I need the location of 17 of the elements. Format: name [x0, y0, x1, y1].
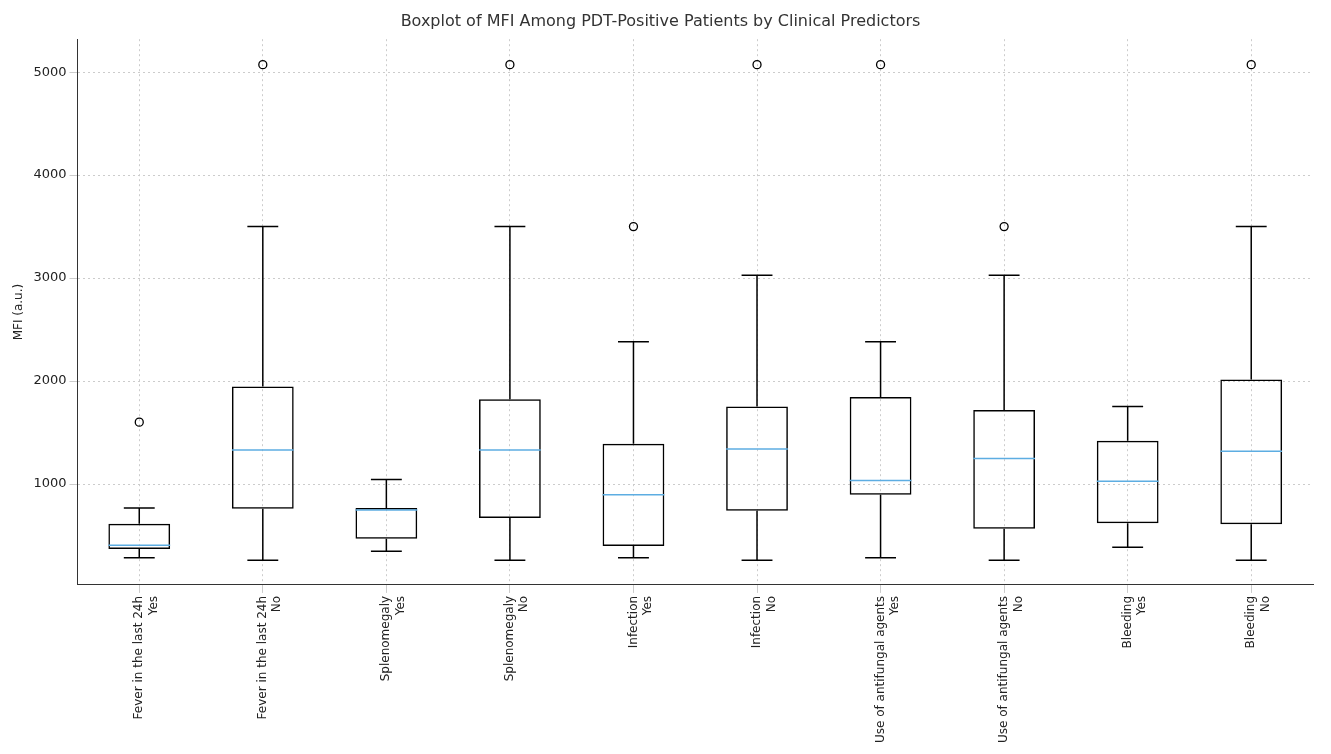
y-tick-label: 1000 [33, 475, 67, 491]
y-tick-label: 3000 [33, 269, 67, 285]
y-tick-label: 5000 [33, 63, 67, 79]
x-tick-label: Infection No [749, 595, 778, 649]
x-tick-label: Use of antifungal agents Yes [872, 595, 902, 744]
x-tick-label: Infection Yes [625, 595, 654, 649]
x-tick-label: Use of antifungal agents No [996, 595, 1025, 744]
x-tick-label: Bleeding Yes [1119, 595, 1149, 649]
x-tick-label: Bleeding No [1243, 595, 1272, 649]
y-tick-label: 2000 [33, 372, 67, 388]
chart-title: Boxplot of MFI Among PDT-Positive Patients by Clinical Predictors [400, 10, 921, 30]
x-tick-label: Splenomegaly Yes [378, 595, 407, 682]
x-tick-label: Splenomegaly No [502, 595, 531, 682]
y-axis-title: MFI (a.u.) [11, 283, 26, 341]
y-tick-label: 4000 [33, 166, 67, 182]
x-tick-label: Fever in the last 24h Yes [131, 595, 160, 720]
x-tick-label: Fever in the last 24h No [254, 595, 284, 720]
